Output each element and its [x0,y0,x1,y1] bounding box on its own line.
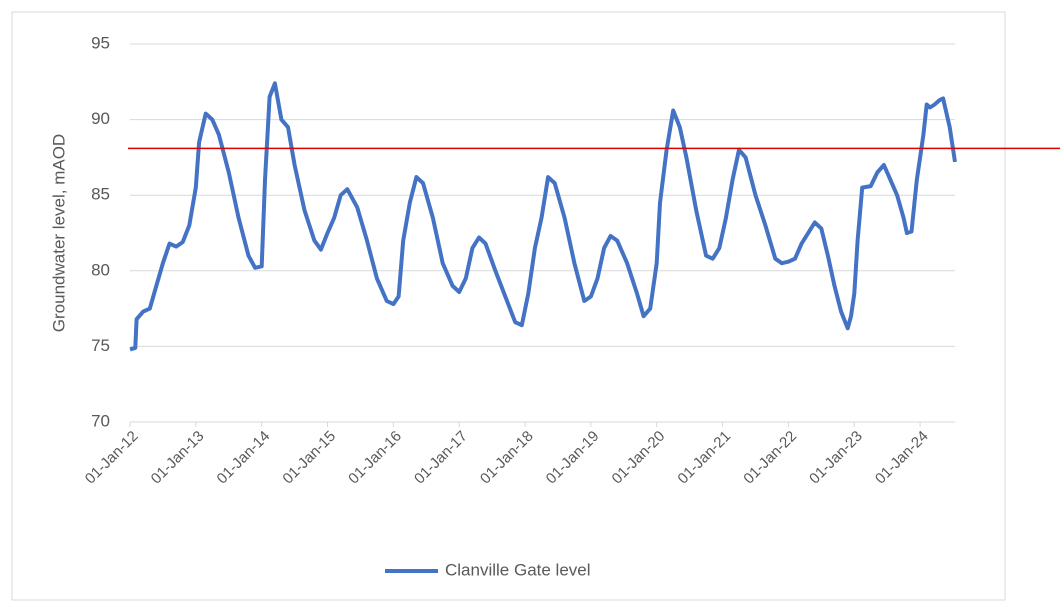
y-tick-label: 85 [91,185,110,204]
legend-label: Clanville Gate level [445,560,591,579]
y-tick-label: 90 [91,109,110,128]
y-tick-label: 75 [91,336,110,355]
data-line [129,81,957,352]
y-tick-label: 95 [91,33,110,52]
y-axis-label: Groundwater level, mAOD [49,134,68,332]
y-tick-label: 80 [91,260,110,279]
y-tick-label: 70 [91,411,110,430]
